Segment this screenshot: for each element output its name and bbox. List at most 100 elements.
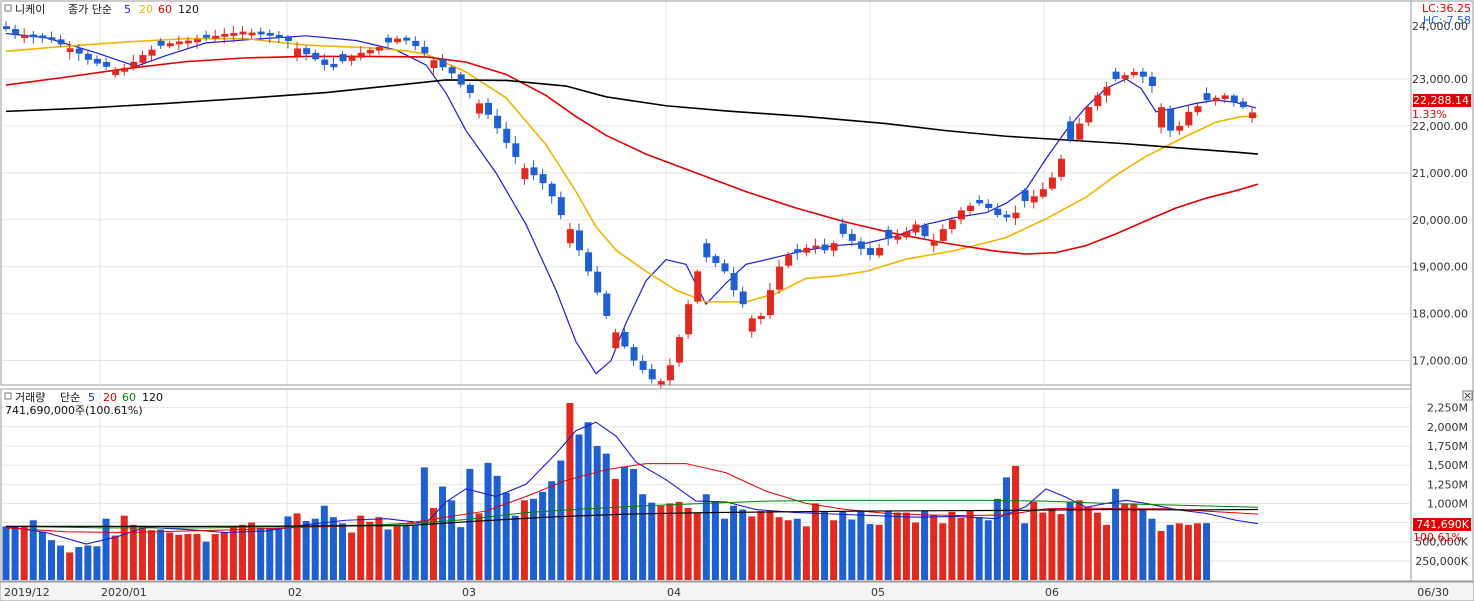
candle-body — [494, 115, 502, 129]
candle-body — [457, 74, 465, 85]
volume-bar — [720, 518, 728, 580]
volume-bar — [993, 498, 1001, 580]
volume-bar — [1157, 530, 1165, 580]
candle-body — [375, 47, 383, 51]
volume-bar — [484, 462, 492, 580]
candle-body — [639, 361, 647, 370]
volume-close-icon[interactable] — [1462, 390, 1473, 401]
volume-bar — [184, 534, 192, 580]
candle-body — [585, 252, 593, 272]
volume-bar — [148, 530, 156, 580]
volume-bar — [1175, 523, 1183, 580]
volume-bar — [557, 460, 565, 580]
candle-body — [93, 58, 101, 64]
volume-bar — [175, 534, 183, 580]
candle-body — [394, 38, 402, 43]
candle-body — [1039, 189, 1047, 197]
candle-body — [1239, 101, 1247, 108]
volume-bar — [375, 517, 383, 580]
volume-bar — [566, 403, 574, 580]
price-ma120-line — [5, 79, 1259, 155]
candle-body — [885, 229, 893, 239]
candle-body — [248, 32, 256, 36]
volume-bar — [1021, 523, 1029, 580]
volume-bar — [939, 523, 947, 580]
candle-body — [421, 46, 429, 54]
volume-bar — [93, 546, 101, 580]
volume-bar — [593, 445, 601, 580]
volume-close-glyph: × — [1463, 389, 1472, 402]
volume-ma20-label: 20 — [103, 391, 117, 404]
candle-body — [694, 271, 702, 302]
volume-bar — [548, 481, 556, 580]
volume-bar — [84, 545, 92, 580]
candle-body — [821, 244, 829, 251]
candle-body — [1221, 95, 1229, 99]
volume-bar — [911, 522, 919, 580]
price-ma5-label: 5 — [124, 3, 131, 16]
volume-bar — [584, 422, 592, 580]
volume-bar — [830, 520, 838, 580]
price-panel-toggle-icon[interactable] — [4, 4, 12, 12]
price-y-tick: 20,000.00 — [1412, 214, 1468, 227]
x-axis-label: 2020/01 — [101, 586, 147, 599]
candle-body — [666, 365, 674, 381]
volume-y-tick: 2,000M — [1427, 421, 1468, 434]
candle-body — [475, 103, 483, 114]
candle-body — [539, 174, 547, 184]
x-axis-label: 2019/12 — [4, 586, 50, 599]
volume-ma60-label: 60 — [122, 391, 136, 404]
volume-bar — [948, 511, 956, 580]
candle-body — [1148, 76, 1156, 87]
volume-bar — [20, 525, 28, 580]
volume-bar — [439, 486, 447, 580]
candle-body — [30, 34, 38, 38]
price-ma20-label: 20 — [139, 3, 153, 16]
volume-bar — [420, 467, 428, 580]
candle-body — [193, 39, 201, 43]
candle-body — [603, 293, 611, 316]
candle-body — [357, 52, 365, 58]
x-axis-end-label: 06/30 — [1417, 586, 1449, 599]
price-panel-frame — [0, 0, 1412, 386]
volume-bar — [766, 511, 774, 580]
current-price-change: 1.33% — [1412, 108, 1447, 121]
volume-bar — [866, 524, 874, 580]
candle-body — [266, 32, 274, 36]
volume-bars — [2, 403, 1211, 580]
candle-body — [1112, 71, 1120, 79]
volume-bar — [339, 523, 347, 580]
candle-body — [1167, 108, 1175, 131]
price-y-tick-top: 24,000.00 — [1412, 20, 1468, 33]
volume-subtitle: 741,690,000주(100.61%) — [5, 404, 143, 417]
x-axis-label: 05 — [871, 586, 885, 599]
candle-body — [857, 241, 865, 249]
price-y-tick: 18,000.00 — [1412, 308, 1468, 321]
volume-bar — [229, 526, 237, 580]
candle-body — [1030, 196, 1038, 203]
candle-body — [157, 40, 165, 46]
candle-body — [1003, 214, 1011, 218]
volume-bar — [11, 526, 19, 580]
candle-body — [712, 256, 720, 263]
volume-bar — [520, 500, 528, 580]
volume-bar — [1148, 518, 1156, 580]
current-price-value: 22,288.14 — [1413, 94, 1469, 107]
volume-bar — [1121, 504, 1129, 580]
current-volume-value: 741,690K — [1416, 518, 1469, 531]
volume-bar — [539, 491, 547, 580]
candle-body — [121, 67, 129, 72]
volume-panel-toggle-icon[interactable] — [4, 392, 12, 400]
volume-bar — [1002, 477, 1010, 580]
volume-bar — [457, 527, 465, 580]
volume-bar — [1112, 488, 1120, 580]
candle-body — [1076, 123, 1084, 140]
price-y-tick: 21,000.00 — [1412, 167, 1468, 180]
volume-bar — [211, 534, 219, 580]
volume-bar — [38, 531, 46, 580]
candles — [3, 21, 1256, 389]
volume-bar — [448, 500, 456, 580]
volume-bar — [238, 524, 246, 580]
candle-body — [103, 61, 111, 67]
